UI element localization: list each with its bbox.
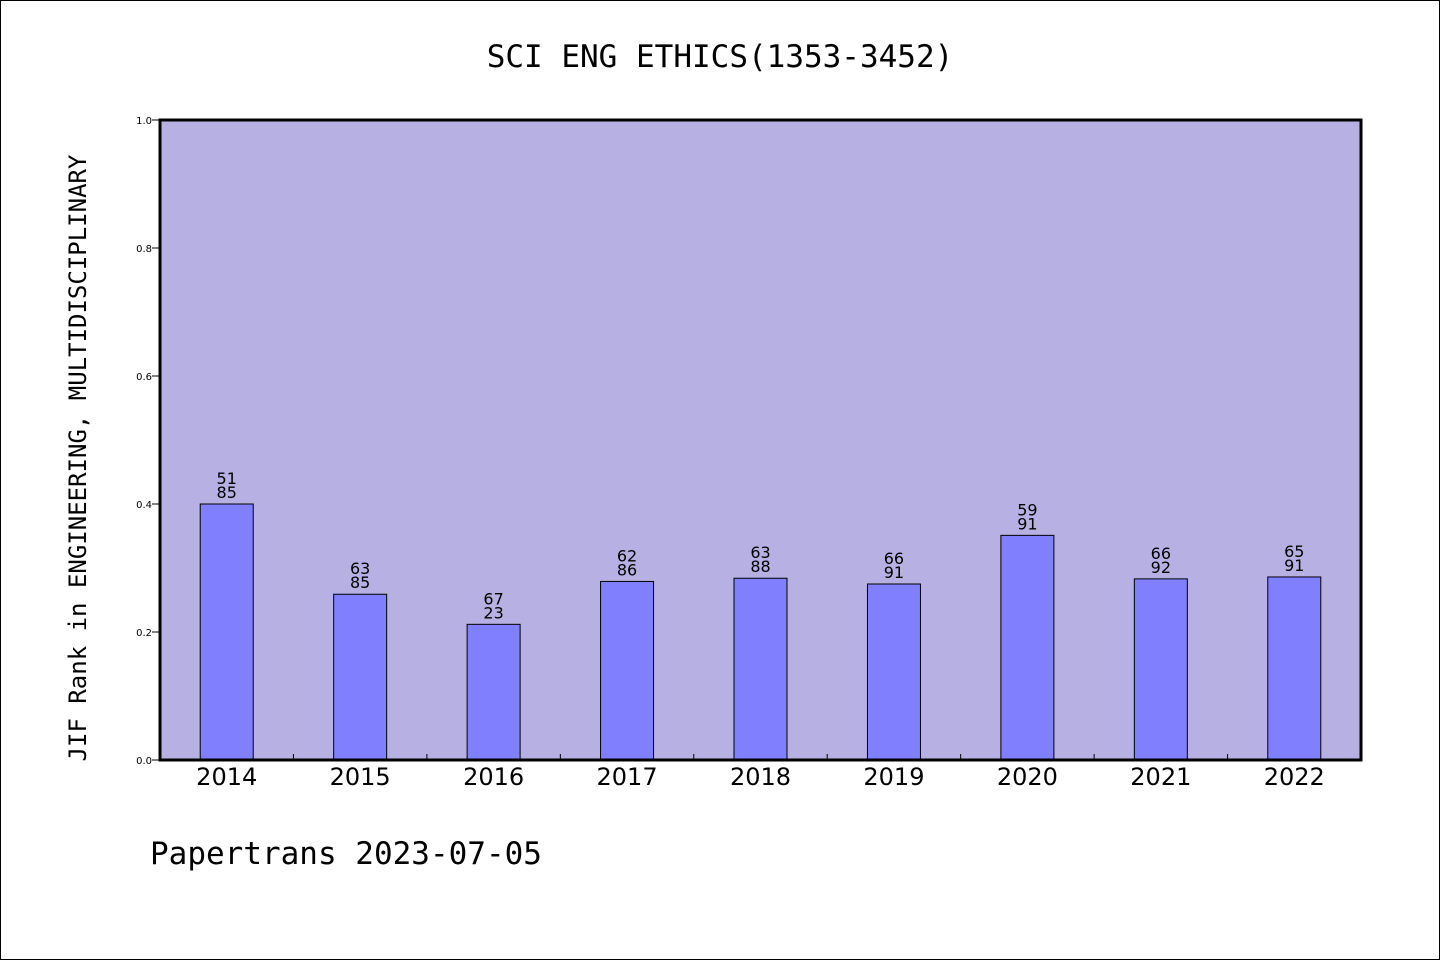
data-label-bottom: 91 (1284, 556, 1304, 575)
bar-2016 (466, 623, 521, 761)
y-tick-label: 1.0 (136, 116, 152, 127)
y-axis: 0.0 0.2 0.4 0.6 0.8 1.0 (136, 116, 160, 767)
bar-2014 (199, 503, 254, 761)
bar-2015 (333, 593, 388, 761)
y-tick-label: 0.8 (136, 244, 152, 255)
data-label-bottom: 85 (217, 483, 237, 502)
x-tick-label: 2018 (730, 763, 791, 791)
bar-2020 (1000, 534, 1055, 761)
data-label-top: 63 (350, 559, 370, 578)
data-label-top: 51 (217, 469, 237, 488)
x-tick-label: 2016 (463, 763, 524, 791)
bar-2022 (1267, 576, 1322, 761)
x-tick-label: 2014 (196, 763, 257, 791)
y-tick-label: 0.2 (136, 628, 152, 639)
data-label-top: 66 (1151, 544, 1171, 563)
data-label-top: 59 (1017, 500, 1037, 519)
data-label-top: 66 (884, 549, 904, 568)
x-tick-label: 2022 (1264, 763, 1325, 791)
x-tick-label: 2019 (863, 763, 924, 791)
bar-2017 (600, 580, 655, 761)
plot-border (158, 118, 1363, 762)
chart-title: SCI ENG ETHICS(1353-3452) (487, 39, 954, 75)
x-tick-label: 2021 (1130, 763, 1191, 791)
data-label-bottom: 23 (483, 603, 503, 622)
bars (199, 503, 1322, 761)
data-label-bottom: 88 (750, 557, 770, 576)
bar-2019 (866, 583, 921, 761)
x-tick-label: 2017 (597, 763, 658, 791)
data-label-top: 63 (750, 543, 770, 562)
y-tick-label: 0.6 (136, 372, 152, 383)
y-axis-label: JIF Rank in ENGINEERING, MULTIDISCIPLINA… (64, 154, 92, 761)
data-label-bottom: 91 (884, 563, 904, 582)
y-tick-label: 0.4 (136, 500, 152, 511)
data-label-bottom: 86 (617, 560, 637, 579)
data-label-top: 62 (617, 546, 637, 565)
y-tick-label: 0.0 (136, 756, 152, 767)
data-label-bottom: 85 (350, 573, 370, 592)
x-tick-label: 2020 (997, 763, 1058, 791)
x-tick-label: 2015 (330, 763, 391, 791)
data-label-top: 65 (1284, 542, 1304, 561)
footer-watermark: Papertrans 2023-07-05 (150, 836, 542, 872)
x-axis: 2014 2015 2016 2017 2018 2019 2020 2021 2022 (196, 754, 1325, 791)
bar-2021 (1133, 578, 1188, 761)
data-label-bottom: 91 (1017, 514, 1037, 533)
data-label-bottom: 92 (1151, 558, 1171, 577)
data-label-top: 67 (483, 589, 503, 608)
bar-2018 (733, 577, 788, 761)
